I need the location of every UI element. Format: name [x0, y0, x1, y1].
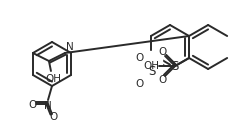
Text: OH: OH — [45, 74, 61, 84]
Text: S: S — [171, 60, 179, 73]
Text: N: N — [66, 42, 74, 52]
Text: O: O — [158, 75, 166, 85]
Text: O: O — [135, 79, 143, 89]
Text: O: O — [28, 100, 36, 110]
Text: N: N — [44, 101, 52, 111]
Text: OH: OH — [143, 61, 159, 71]
Text: O: O — [158, 47, 166, 57]
Text: S: S — [148, 65, 156, 78]
Text: O: O — [135, 53, 143, 63]
Text: O: O — [49, 112, 57, 122]
